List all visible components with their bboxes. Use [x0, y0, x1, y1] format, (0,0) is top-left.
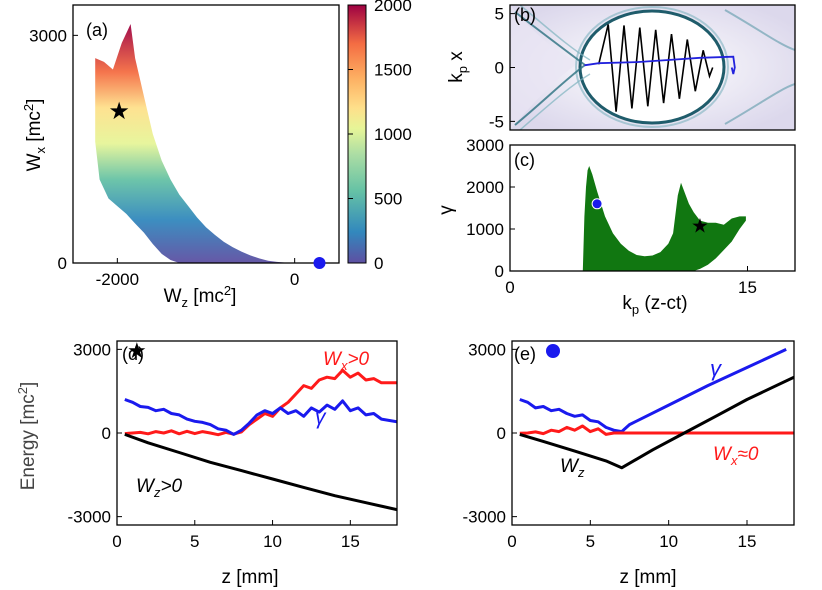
cb-tick-label: 2000: [374, 0, 412, 15]
x-tick-label: 5: [190, 532, 199, 551]
y-tick-label: 0: [495, 262, 504, 281]
series-line: [124, 432, 397, 512]
a-scatter-cloud: [95, 24, 295, 263]
a-circle-marker: [313, 257, 326, 269]
c-markers: ★: [591, 198, 709, 238]
panel-a: -2000 0 0 3000 ★ (a) Wz [mc2] Wx [mc2] 0 500…: [21, 0, 412, 310]
series-line: [519, 424, 794, 436]
c-gamma-area: [582, 166, 746, 271]
y-tick-label: 0: [495, 59, 504, 78]
y-tick-label: 3000: [468, 340, 506, 359]
series-line: [519, 348, 787, 434]
cb-tick-label: 1500: [374, 61, 412, 80]
c-ticks: 0 15 0 1000 2000 3000: [466, 136, 757, 297]
d-wz-label: Wz>0: [136, 476, 183, 500]
b-electron-trajectory: [597, 24, 714, 112]
c-circle-marker: [591, 198, 603, 210]
y-tick-label: 3000: [73, 340, 111, 359]
d-star-icon: ★: [127, 338, 147, 363]
e-x-axis-label: z [mm]: [620, 567, 677, 588]
x-tick-label: 15: [738, 278, 757, 297]
a-x-axis-label: Wz [mc2]: [164, 283, 237, 310]
series-line: [124, 398, 397, 436]
e-panel-label: (e): [514, 344, 536, 364]
y-tick-label: 3000: [466, 136, 504, 155]
series-line: [519, 375, 794, 470]
y-tick-label: 0: [497, 424, 506, 443]
d-wx-label: Wx>0: [323, 349, 370, 373]
x-tick-label: -2000: [96, 270, 139, 289]
y-tick-label: -5: [489, 112, 504, 131]
x-tick-label: 0: [507, 532, 516, 551]
d-series-lines: [124, 368, 397, 512]
y-tick-label: -3000: [68, 508, 111, 527]
a-colorbar-ticks: 0 500 1000 1500 2000: [348, 0, 412, 273]
cb-tick-label: 0: [374, 254, 383, 273]
x-tick-label: 0: [112, 532, 121, 551]
y-tick-label: 0: [58, 254, 67, 273]
e-gamma-label: γ: [710, 356, 723, 381]
d-y-axis-label: Energy [mc2]: [15, 382, 39, 491]
x-tick-label: 10: [263, 532, 282, 551]
b-panel-label: (b): [514, 5, 536, 25]
x-tick-label: 0: [505, 278, 514, 297]
cb-tick-label: 1000: [374, 125, 412, 144]
a-axes-box: [72, 4, 340, 264]
a-star-marker: ★: [108, 98, 130, 125]
c-panel-label: (c): [514, 150, 535, 170]
x-tick-label: 15: [738, 532, 757, 551]
c-y-axis-label: γ: [436, 205, 457, 215]
y-tick-label: 0: [102, 424, 111, 443]
x-tick-label: 5: [586, 532, 595, 551]
x-tick-label: 15: [341, 532, 360, 551]
y-tick-label: 3000: [29, 26, 67, 45]
a-markers: ★: [108, 98, 326, 269]
e-wx-label: Wx≈0: [713, 444, 759, 468]
y-tick-label: -3000: [463, 508, 506, 527]
x-tick-label: 10: [659, 532, 678, 551]
x-tick-label: 0: [290, 270, 299, 289]
b-blue-trajectory: [584, 55, 736, 75]
b-ticks: -5 0 5: [489, 5, 515, 131]
d-gamma-label: γ: [315, 406, 327, 429]
a-y-axis-label: Wx [mc2]: [21, 99, 48, 172]
c-axes-box: [509, 144, 796, 272]
cb-tick-label: 500: [374, 190, 402, 209]
panel-c: 0 15 0 1000 2000 3000 ★ (c) γ kp (z-ct): [436, 136, 796, 317]
c-x-axis-label: kp (z-ct): [622, 293, 687, 317]
b-y-axis-label: kp x: [446, 51, 470, 83]
d-x-axis-label: z [mm]: [222, 567, 279, 588]
y-tick-label: 2000: [466, 178, 504, 197]
panel-b: -5 0 5 (b) kp x: [446, 4, 796, 131]
e-series-lines: [519, 348, 794, 470]
series-line: [124, 368, 397, 437]
y-tick-label: 5: [495, 5, 504, 24]
a-panel-label: (a): [86, 20, 108, 40]
c-star-marker: ★: [691, 216, 709, 238]
y-tick-label: 1000: [466, 220, 504, 239]
a-ticks: -2000 0 0 3000: [29, 26, 299, 289]
e-circle-icon: [546, 344, 560, 358]
d-panel-label: (d): [122, 344, 144, 364]
e-wz-label: Wz: [560, 456, 585, 480]
